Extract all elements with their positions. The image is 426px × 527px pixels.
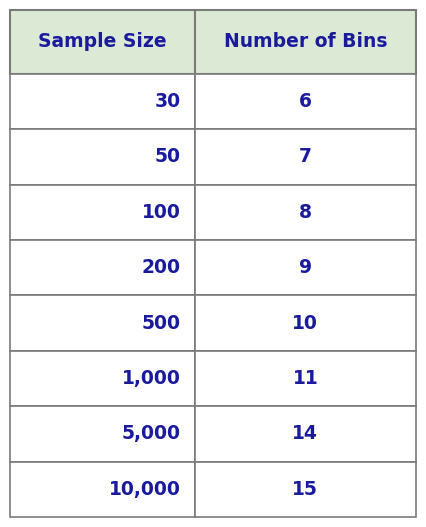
Text: 6: 6 [299, 92, 312, 111]
Bar [10, 295, 195, 351]
Text: 30: 30 [155, 92, 181, 111]
Bar [10, 184, 195, 240]
Text: 10: 10 [292, 314, 318, 333]
Bar [195, 129, 416, 184]
Text: 10,000: 10,000 [109, 480, 181, 499]
Bar [195, 295, 416, 351]
Bar [195, 184, 416, 240]
Bar [195, 74, 416, 129]
Bar [10, 240, 195, 295]
Bar [10, 406, 195, 462]
Bar [10, 462, 195, 517]
Bar [195, 351, 416, 406]
Bar [10, 10, 195, 74]
Text: 50: 50 [155, 148, 181, 167]
Bar [10, 351, 195, 406]
Text: Sample Size: Sample Size [38, 32, 167, 51]
Text: Number of Bins: Number of Bins [224, 32, 387, 51]
Bar [195, 462, 416, 517]
Bar [195, 10, 416, 74]
Bar [195, 406, 416, 462]
Bar [195, 240, 416, 295]
Text: 1,000: 1,000 [122, 369, 181, 388]
Text: 200: 200 [142, 258, 181, 277]
Text: 11: 11 [293, 369, 318, 388]
Bar [10, 74, 195, 129]
Text: 8: 8 [299, 203, 312, 222]
Text: 5,000: 5,000 [122, 424, 181, 443]
Text: 500: 500 [142, 314, 181, 333]
Bar [10, 129, 195, 184]
Text: 9: 9 [299, 258, 312, 277]
Text: 100: 100 [142, 203, 181, 222]
Text: 15: 15 [292, 480, 318, 499]
Text: 14: 14 [292, 424, 318, 443]
Text: 7: 7 [299, 148, 312, 167]
